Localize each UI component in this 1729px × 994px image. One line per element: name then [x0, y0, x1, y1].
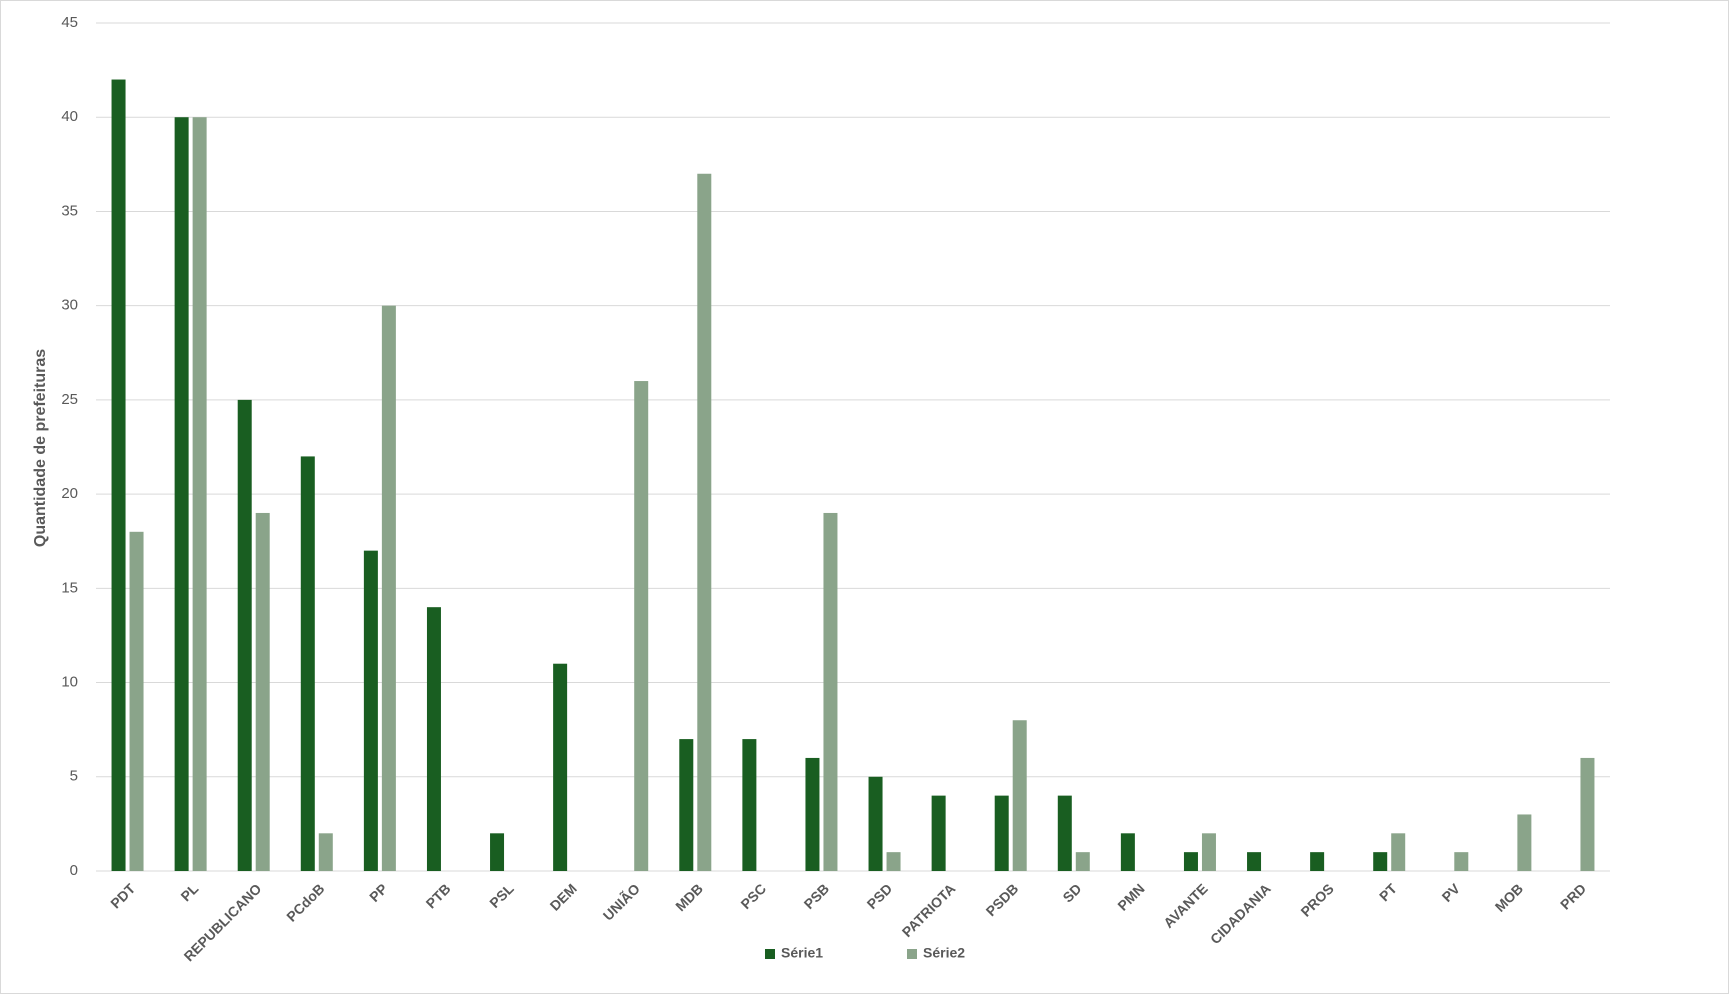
- bar: [1310, 852, 1325, 871]
- bar: [363, 550, 378, 871]
- bar: [1517, 814, 1532, 871]
- legend-swatch: [765, 949, 775, 959]
- bar: [742, 739, 757, 871]
- bar: [886, 852, 901, 871]
- bar: [1201, 833, 1216, 871]
- bar: [426, 607, 441, 871]
- bar: [192, 117, 207, 871]
- bar: [1454, 852, 1469, 871]
- legend-swatch: [907, 949, 917, 959]
- y-tick-label: 20: [61, 485, 78, 502]
- bar: [697, 173, 712, 871]
- bar: [634, 381, 649, 871]
- y-tick-label: 5: [70, 768, 78, 785]
- bar: [1120, 833, 1135, 871]
- bar: [1391, 833, 1406, 871]
- y-tick-label: 45: [61, 14, 78, 31]
- bar: [1580, 757, 1595, 871]
- bar: [129, 531, 144, 871]
- y-tick-label: 0: [70, 862, 78, 879]
- bar: [237, 399, 252, 871]
- bar: [381, 305, 396, 872]
- y-tick-label: 35: [61, 202, 78, 219]
- bar: [1183, 852, 1198, 871]
- y-axis-title: Quantidade de prefeituras: [32, 349, 49, 547]
- bar: [805, 757, 820, 871]
- bar: [490, 833, 505, 871]
- bar: [823, 512, 838, 871]
- bar: [111, 79, 126, 872]
- legend-label: Série2: [923, 945, 965, 961]
- bar: [1057, 795, 1072, 871]
- y-tick-label: 40: [61, 108, 78, 125]
- bar: [553, 663, 568, 871]
- bar: [1075, 852, 1090, 871]
- y-tick-label: 25: [61, 391, 78, 408]
- bar: [679, 739, 694, 871]
- bar: [318, 833, 333, 871]
- legend-label: Série1: [781, 945, 823, 961]
- bar: [300, 456, 315, 871]
- bar: [1247, 852, 1262, 871]
- bar: [174, 117, 189, 871]
- y-tick-label: 10: [61, 674, 78, 691]
- y-tick-label: 30: [61, 297, 78, 314]
- bar: [1012, 720, 1027, 871]
- bar: [994, 795, 1009, 871]
- bar: [1373, 852, 1388, 871]
- y-tick-label: 15: [61, 579, 78, 596]
- bar: [931, 795, 946, 871]
- bar: [255, 512, 270, 871]
- bar: [868, 776, 883, 871]
